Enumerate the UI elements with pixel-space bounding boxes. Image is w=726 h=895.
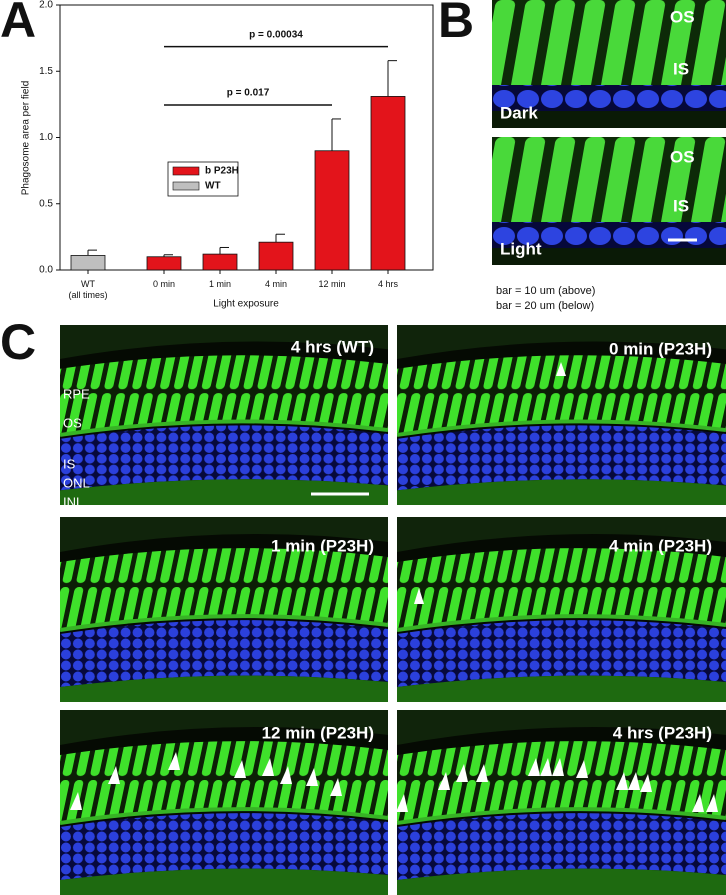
image-label: IS [673,196,689,215]
image-label: OS [670,7,695,26]
x-tick-label: 0 min [152,279,175,289]
bar [314,150,350,271]
panel-label: C [0,314,36,370]
layer-label: OS [63,415,82,430]
layer-label: INL [63,494,83,509]
y-axis-label: Phagosome area per field [21,81,32,196]
bar [370,96,406,271]
legend-swatch [172,166,200,176]
x-tick-label: 4 hrs [377,279,398,289]
x-axis-label: Light exposure [213,299,279,310]
x-tick-label: 1 min [208,279,231,289]
layer-label: IS [63,456,76,471]
image-title: 0 min (P23H) [609,339,712,358]
significance-label: p = 0.00034 [249,29,303,40]
image-title: 12 min (P23H) [262,723,374,742]
caption: bar = 10 um (above) [496,285,595,297]
arrowheads [70,362,718,812]
panel-label: A [0,0,36,48]
legend-label: WT [205,181,221,192]
image-label: Light [500,239,542,258]
x-tick-label: 12 min [318,279,346,289]
image-title: 4 hrs (WT) [291,337,374,356]
image-title: 4 hrs (P23H) [613,723,712,742]
bar [258,241,294,271]
image-title: 1 min (P23H) [271,536,374,555]
x-tick-label: WT (all times) [68,279,108,300]
bar [70,255,106,271]
layer-label: RPE [63,386,90,401]
image-label: OS [670,147,695,166]
image-label: IS [673,59,689,78]
y-tick-label: 2.0 [39,0,53,11]
bar [146,256,182,271]
panel-label: B [438,0,474,48]
y-tick-label: 0.5 [39,198,53,209]
caption: bar = 20 um (below) [496,300,594,312]
y-tick-label: 0.0 [39,265,53,276]
chart-area: 0.0 0.5 1.0 1.5 2.0 b P23H WT p = 0.017 p = 0.00… [39,0,406,276]
legend-label: b P23H [205,166,239,177]
y-tick-label: 1.0 [39,132,53,143]
image-title: 4 min (P23H) [609,536,712,555]
x-tick-label: 4 min [264,279,287,289]
layer-label: ONL [63,475,90,490]
image-label: Dark [500,103,538,122]
legend-swatch [172,181,200,191]
bar [202,253,238,271]
significance-label: p = 0.017 [227,88,270,99]
y-tick-label: 1.5 [39,66,53,77]
